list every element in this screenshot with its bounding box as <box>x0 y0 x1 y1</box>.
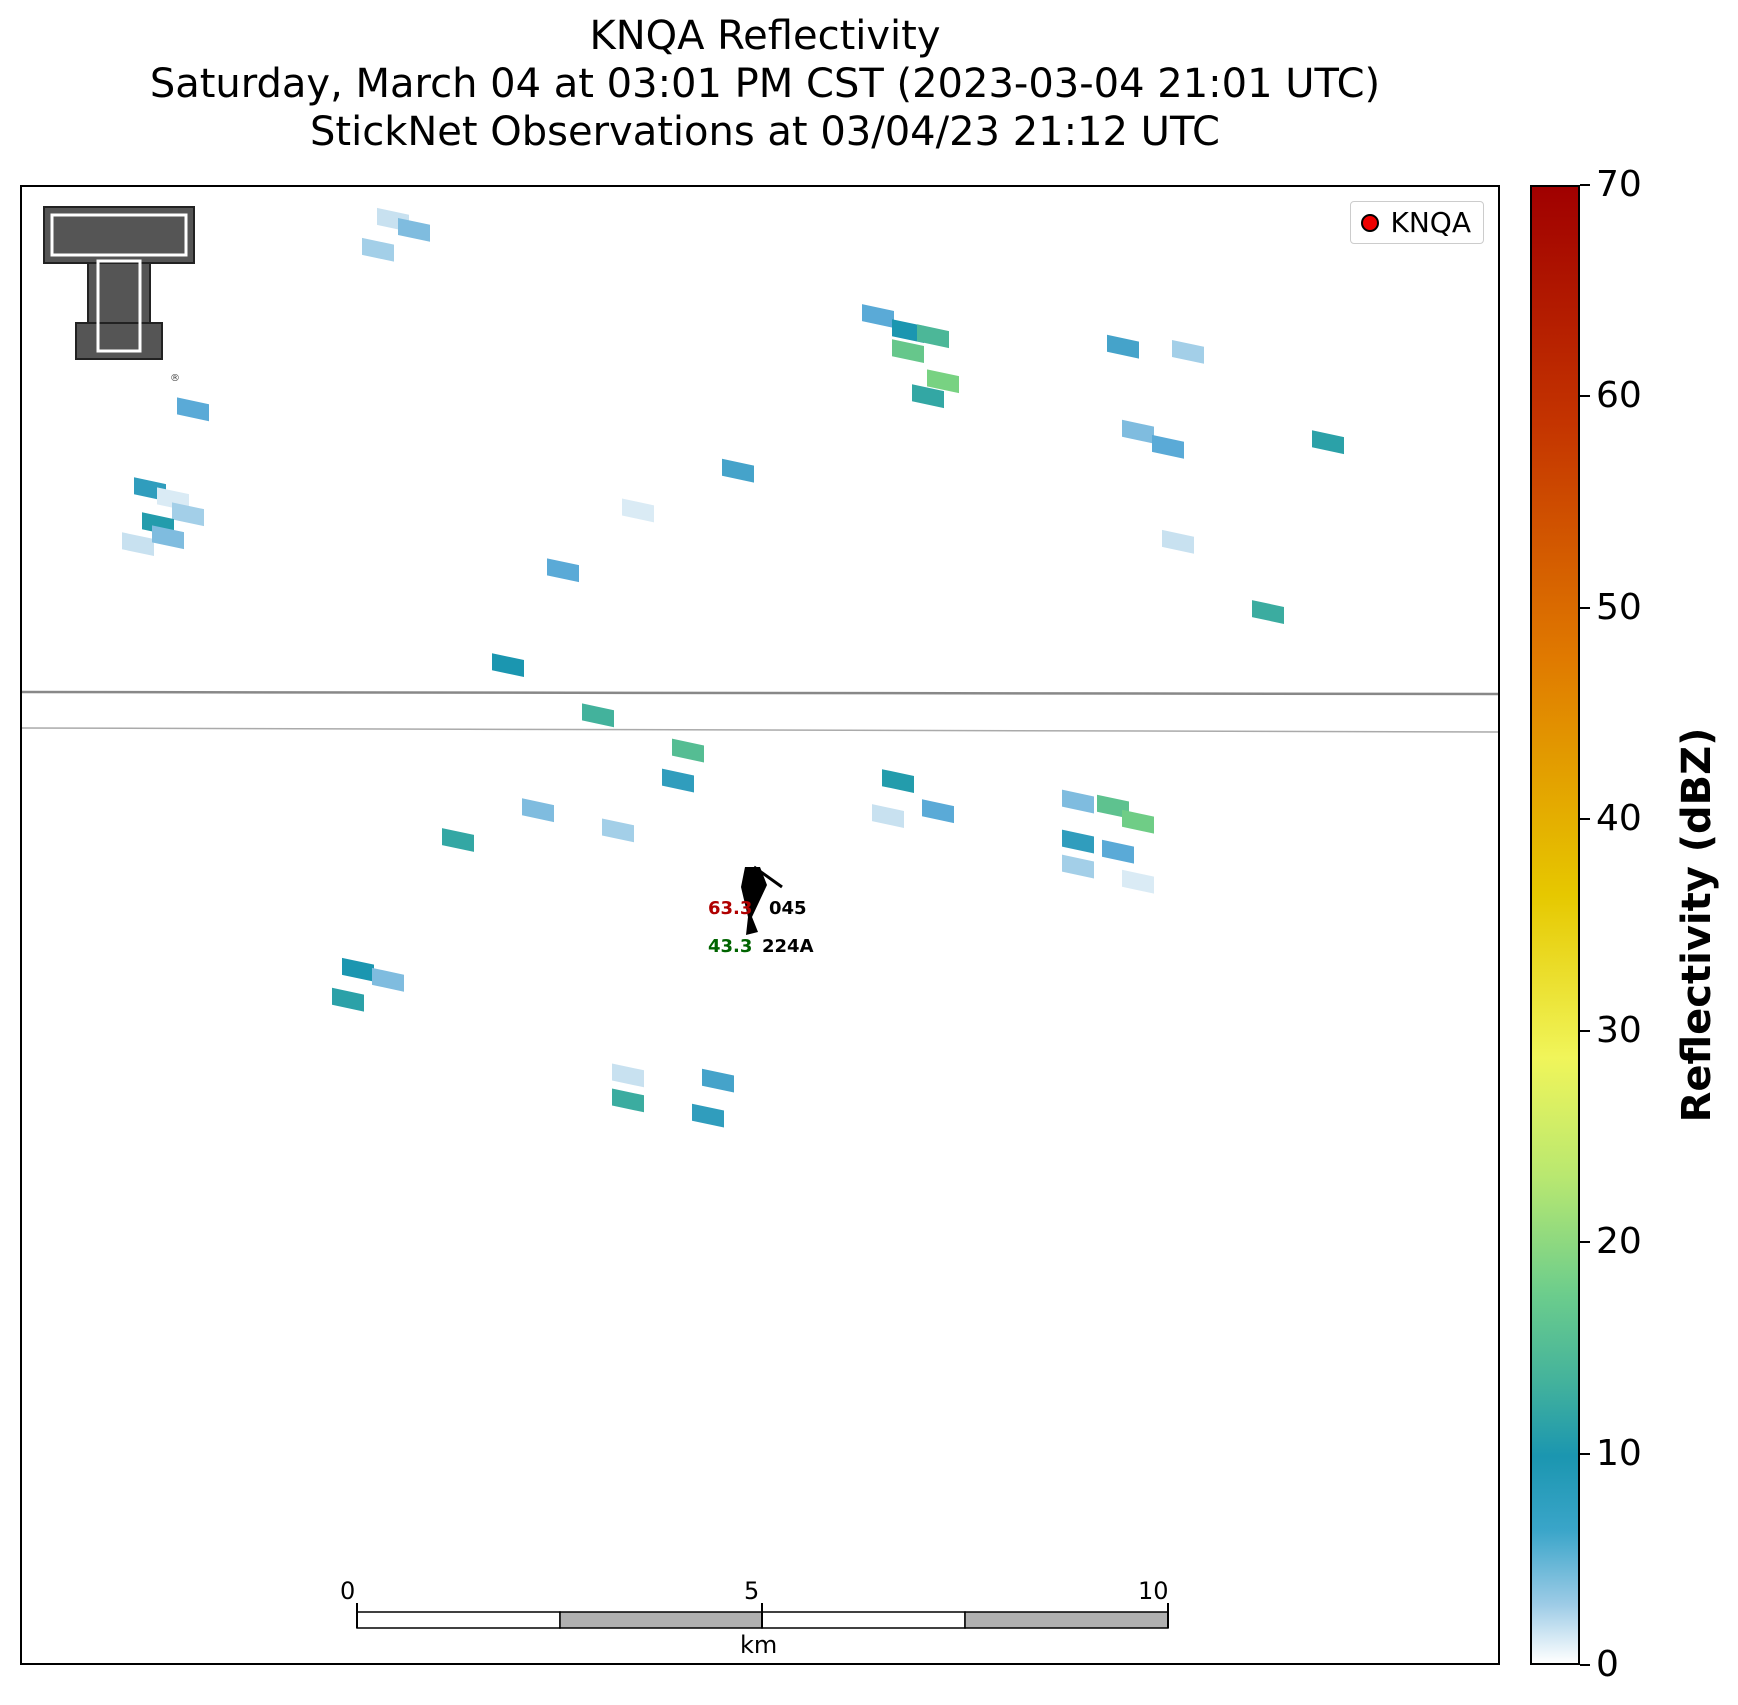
stationplot-marker <box>741 865 783 935</box>
title-line-3: StickNet Observations at 03/04/23 21:12 … <box>310 109 1220 155</box>
colorbar-tick-mark <box>1580 184 1590 186</box>
reflectivity-bin <box>612 1063 644 1088</box>
reflectivity-bin <box>332 987 364 1012</box>
reflectivity-bin <box>1172 339 1204 364</box>
radar-map[interactable]: ® KNQA 63.3 045 43.3 224A 0 5 10 km <box>20 185 1500 1665</box>
reflectivity-bin <box>1162 529 1194 554</box>
reflectivity-bin <box>892 319 924 344</box>
obs-temperature: 63.3 <box>708 898 753 919</box>
scale-tick-5: 5 <box>744 1577 760 1605</box>
reflectivity-bin <box>122 532 154 557</box>
reflectivity-bin <box>702 1068 734 1093</box>
reflectivity-bin <box>372 967 404 992</box>
reflectivity-bin <box>522 798 554 823</box>
colorbar-tick-label: 10 <box>1596 1432 1642 1474</box>
road-line-north <box>22 690 1498 696</box>
reflectivity-bin <box>1122 869 1154 894</box>
reflectivity-bin <box>547 558 579 583</box>
reflectivity-bin <box>892 339 924 364</box>
reflectivity-bin <box>1097 794 1129 819</box>
obs-dewpoint: 43.3 <box>708 936 753 957</box>
legend-label: KNQA <box>1390 206 1472 239</box>
colorbar-tick-label: 70 <box>1596 164 1642 205</box>
reflectivity-bin <box>917 324 949 349</box>
reflectivity-bin <box>1062 854 1094 879</box>
reflectivity-bin <box>442 828 474 852</box>
colorbar-tick-label: 20 <box>1596 1221 1642 1263</box>
colorbar-tick-mark <box>1580 606 1590 609</box>
colorbar-tick-label: 50 <box>1596 586 1642 628</box>
reflectivity-bin <box>922 799 954 824</box>
colorbar-tick-mark <box>1580 1452 1590 1455</box>
reflectivity-bin <box>882 769 914 794</box>
colorbar-tick-mark <box>1580 1029 1590 1032</box>
reflectivity-bin <box>1252 600 1284 624</box>
colorbar-title: Reflectivity (dBZ) <box>1674 727 1720 1123</box>
title-line-1: KNQA Reflectivity <box>589 13 941 59</box>
texas-tech-logo: ® <box>42 205 198 385</box>
reflectivity-bin <box>362 237 394 262</box>
reflectivity-colorbar <box>1530 185 1580 1665</box>
colorbar-tick-mark <box>1580 1664 1590 1666</box>
reflectivity-bin <box>1102 839 1134 864</box>
reflectivity-bin <box>912 384 944 409</box>
svg-text:®: ® <box>170 373 180 384</box>
colorbar-tick-mark <box>1580 395 1590 398</box>
reflectivity-bin <box>342 957 374 982</box>
reflectivity-bin <box>662 768 694 793</box>
reflectivity-bin <box>582 703 614 728</box>
colorbar-tick-label: 30 <box>1596 1009 1642 1051</box>
colorbar-tick-mark <box>1580 1241 1590 1244</box>
reflectivity-bin <box>862 304 894 328</box>
title-line-2: Saturday, March 04 at 03:01 PM CST (2023… <box>149 61 1381 107</box>
colorbar-tick-label: 0 <box>1596 1644 1619 1685</box>
reflectivity-bin <box>1062 829 1094 854</box>
colorbar-tick-mark <box>1580 818 1590 821</box>
reflectivity-bin <box>177 397 209 422</box>
reflectivity-bins <box>122 207 1344 1128</box>
reflectivity-bin <box>722 458 754 483</box>
scale-unit: km <box>740 1631 778 1659</box>
obs-station-id: 224A <box>762 936 814 957</box>
reflectivity-bin <box>602 818 634 843</box>
reflectivity-bin <box>1152 434 1184 459</box>
map-legend: KNQA <box>1349 201 1484 244</box>
reflectivity-bin <box>692 1103 724 1128</box>
reflectivity-bin <box>1122 809 1154 834</box>
reflectivity-bin <box>1312 430 1344 455</box>
reflectivity-bin <box>622 498 654 523</box>
reflectivity-bin <box>172 502 204 527</box>
road-line-south <box>22 727 1498 733</box>
reflectivity-bin <box>1107 334 1139 359</box>
scale-tick-0: 0 <box>340 1577 356 1605</box>
reflectivity-bin <box>612 1088 644 1113</box>
scale-tick-10: 10 <box>1138 1577 1169 1605</box>
reflectivity-bin <box>1062 789 1094 814</box>
colorbar-tick-label: 40 <box>1596 798 1642 840</box>
radar-map-canvas <box>22 207 1498 1629</box>
reflectivity-bin <box>927 369 959 394</box>
reflectivity-bin <box>1122 419 1154 444</box>
reflectivity-bin <box>152 525 184 550</box>
reflectivity-bin <box>872 804 904 828</box>
scale-bar <box>356 1603 1169 1629</box>
obs-pressure: 045 <box>769 898 807 919</box>
legend-marker-icon <box>1360 213 1379 232</box>
colorbar-tick-label: 60 <box>1596 375 1642 417</box>
reflectivity-bin <box>398 217 430 242</box>
reflectivity-bin <box>672 738 704 763</box>
reflectivity-bin <box>492 653 524 678</box>
